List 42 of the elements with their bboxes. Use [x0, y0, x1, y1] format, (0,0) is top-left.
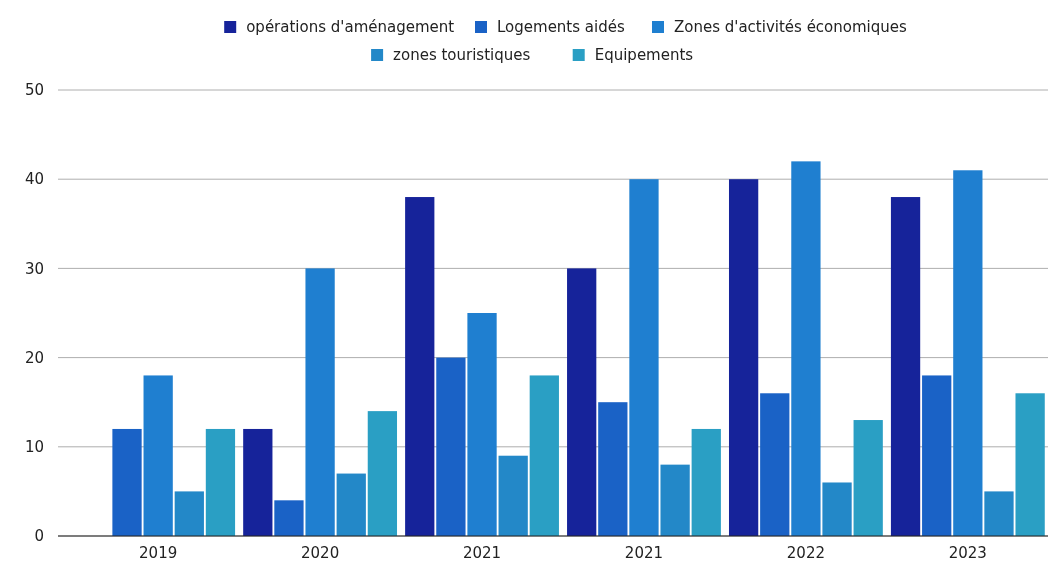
bar [436, 357, 466, 536]
bar [305, 268, 335, 536]
bar [336, 473, 366, 536]
bar [953, 170, 983, 536]
bar [529, 375, 559, 536]
bar [112, 428, 142, 536]
bar [143, 375, 173, 536]
bar [853, 420, 883, 536]
bar [243, 428, 273, 536]
bar [890, 197, 921, 536]
legend-label: opérations d'aménagement [246, 18, 455, 37]
legend-label: Logements aidés [497, 18, 625, 37]
bar [405, 197, 435, 536]
bar [467, 313, 497, 536]
bar [174, 491, 204, 536]
legend-label: Zones d'activités économiques [674, 18, 908, 37]
bar [367, 411, 398, 536]
y-tick-label: 30 [24, 259, 44, 278]
x-tick-label: 2021 [462, 544, 502, 562]
bar [498, 455, 528, 536]
y-tick-label: 20 [24, 348, 44, 367]
x-tick-label: 2022 [786, 544, 825, 562]
x-tick-label: 2020 [301, 544, 340, 562]
bar [728, 179, 759, 536]
y-tick-label: 40 [24, 170, 44, 189]
bar [922, 375, 952, 536]
bar [984, 491, 1014, 536]
bar [205, 428, 236, 536]
x-tick-label: 2019 [139, 544, 178, 562]
bar [1015, 393, 1045, 536]
x-tick-label: 2023 [948, 544, 987, 562]
x-tick-label: 2021 [624, 544, 664, 562]
legend-label: zones touristiques [393, 46, 531, 65]
bar [598, 402, 628, 536]
legend-label: Equipements [594, 46, 694, 65]
bar [760, 393, 790, 536]
bar [274, 500, 304, 536]
bar [567, 268, 597, 536]
bar [691, 428, 721, 536]
y-tick-label: 50 [24, 81, 44, 100]
y-tick-label: 0 [34, 527, 44, 546]
y-tick-label: 10 [24, 438, 44, 457]
